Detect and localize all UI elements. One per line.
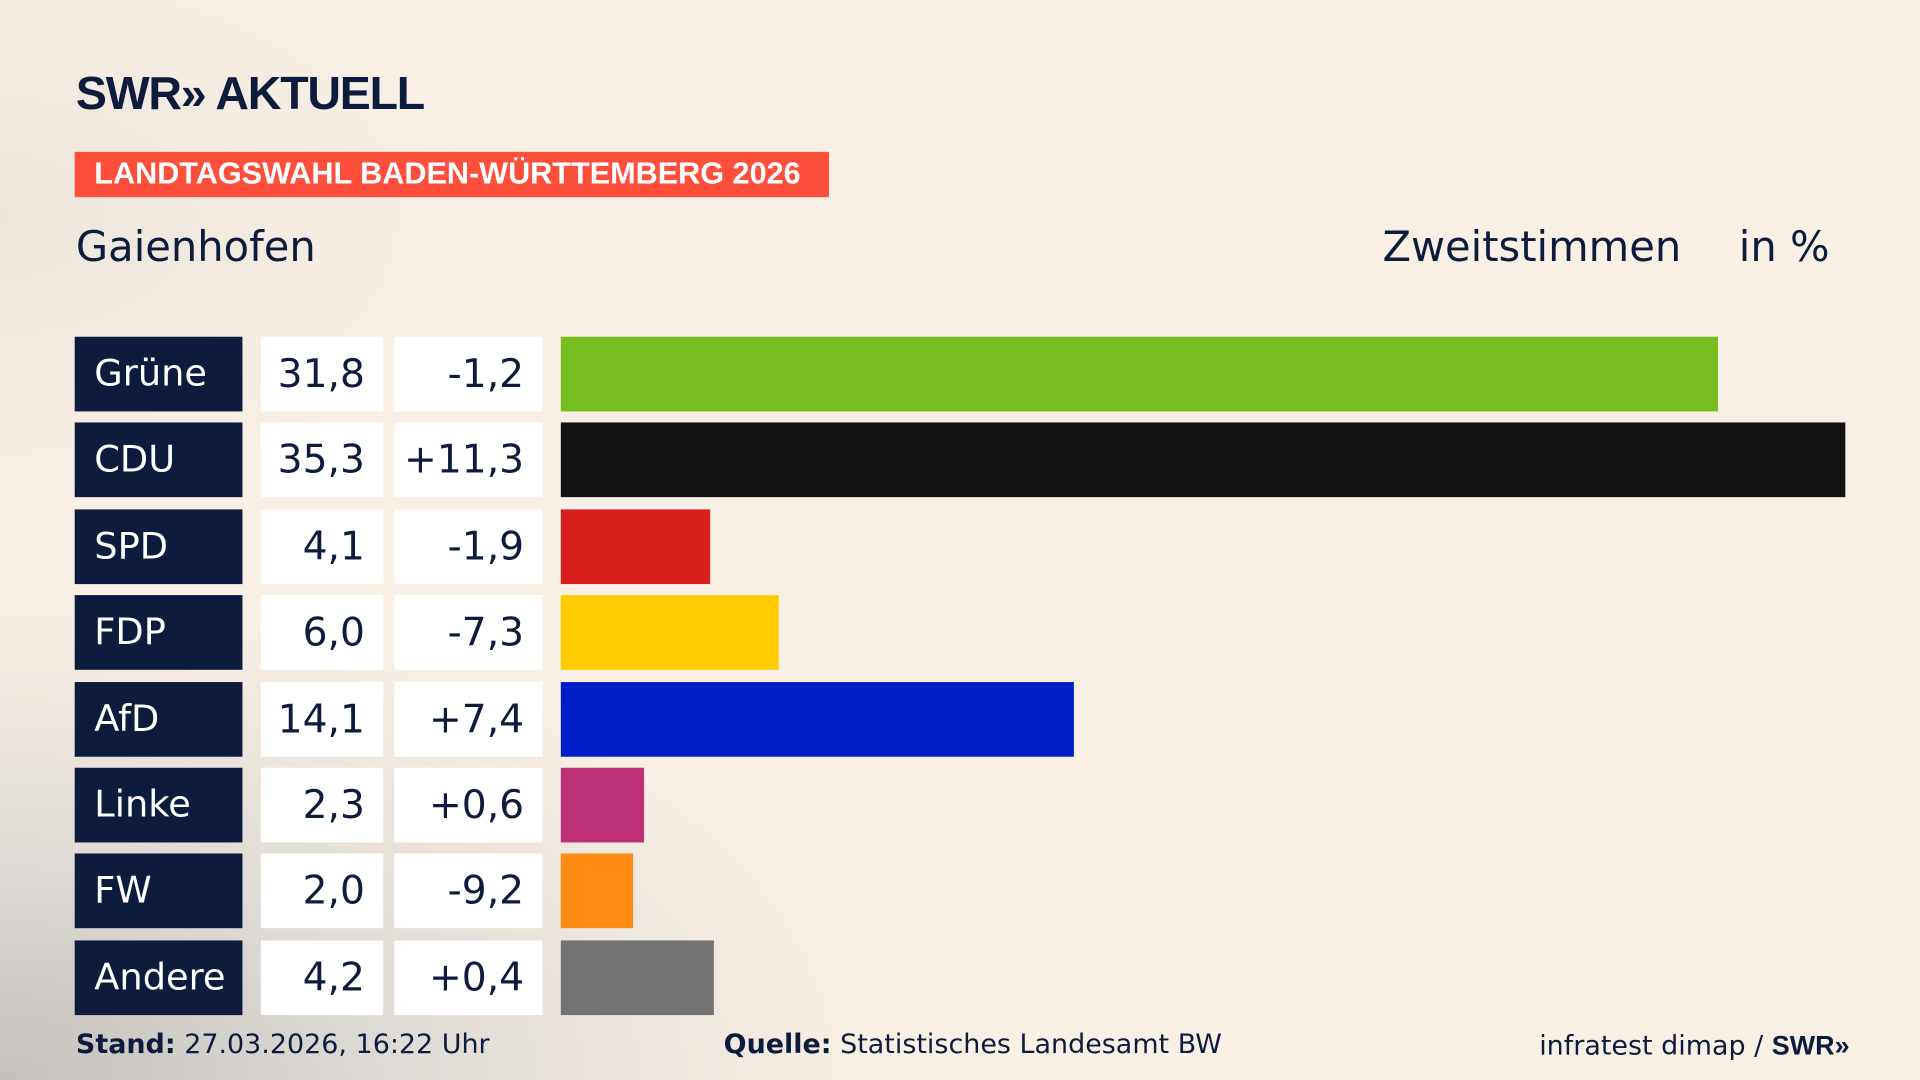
diff-label: +11,3 <box>394 422 543 498</box>
bar <box>560 336 1718 412</box>
value-label: 35,3 <box>260 422 384 498</box>
diff-label: +7,4 <box>394 681 543 757</box>
source-label: Quelle: <box>723 1029 832 1061</box>
measure-label: Zweitstimmen <box>1382 222 1682 272</box>
stand-value: 27.03.2026, 16:22 Uhr <box>184 1029 490 1061</box>
bar <box>560 509 710 584</box>
credit-text: infratest dimap / <box>1539 1031 1772 1062</box>
diff-label: -1,9 <box>394 509 543 584</box>
party-label: Andere <box>74 940 243 1015</box>
party-label: FW <box>74 853 243 929</box>
diff-label: -1,2 <box>394 336 543 412</box>
party-label: Linke <box>74 767 243 843</box>
bar <box>560 767 645 843</box>
bar <box>560 595 780 671</box>
bar <box>560 940 714 1015</box>
bar <box>560 681 1074 757</box>
diff-label: +0,4 <box>394 940 543 1015</box>
unit-label: in % <box>1738 222 1830 272</box>
party-label: CDU <box>74 422 243 498</box>
value-label: 4,1 <box>260 509 384 584</box>
value-label: 6,0 <box>260 595 384 671</box>
value-label: 2,0 <box>260 853 384 929</box>
value-label: 2,3 <box>260 767 384 843</box>
party-label: Grüne <box>74 336 243 412</box>
value-label: 4,2 <box>260 940 384 1015</box>
swr-logo: SWR» <box>1771 1029 1850 1061</box>
timestamp: Stand: 27.03.2026, 16:22 Uhr <box>76 1030 490 1061</box>
credit: infratest dimap / SWR» <box>1539 1030 1849 1062</box>
place-title: Gaienhofen <box>75 222 316 272</box>
diff-label: -9,2 <box>394 853 543 929</box>
bar <box>560 853 634 929</box>
diff-label: +0,6 <box>394 767 543 843</box>
diff-label: -7,3 <box>394 595 543 671</box>
party-label: FDP <box>74 595 243 671</box>
party-label: AfD <box>74 681 243 757</box>
party-label: SPD <box>74 509 243 584</box>
bar <box>560 422 1846 498</box>
value-label: 14,1 <box>260 681 384 757</box>
election-banner: LANDTAGSWAHL BADEN-WÜRTTEMBERG 2026 <box>74 151 829 198</box>
swr-aktuell-logo: SWR» AKTUELL <box>75 68 425 121</box>
stand-label: Stand: <box>75 1029 176 1061</box>
source-value: Statistisches Landesamt BW <box>840 1029 1222 1061</box>
value-label: 31,8 <box>260 336 384 412</box>
source: Quelle: Statistisches Landesamt BW <box>724 1030 1222 1061</box>
